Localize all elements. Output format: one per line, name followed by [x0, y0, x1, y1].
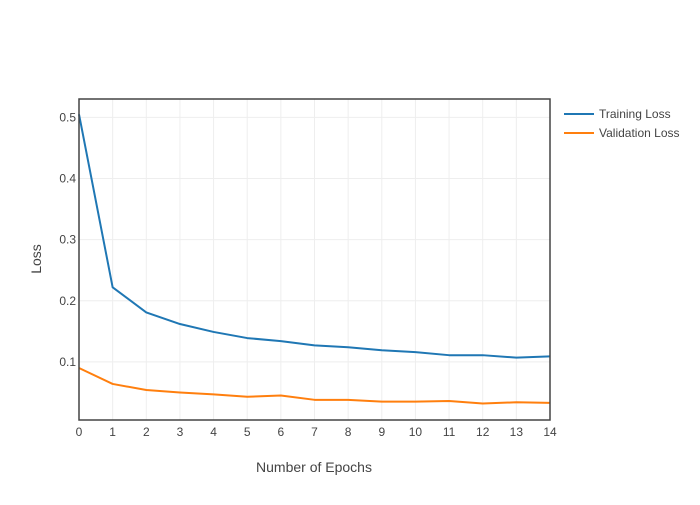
training-loss-point	[278, 339, 283, 344]
y-axis-ticks: 0.1 0.2 0.3 0.4 0.5	[59, 110, 76, 369]
validation-loss-point	[312, 397, 317, 402]
x-axis-ticks: 0 1 2 3 4 5 6 7 8 9 10 11 12 13 14	[76, 425, 557, 439]
plot-frame	[78, 98, 551, 421]
x-tick-label: 10	[409, 425, 423, 439]
x-tick-label: 13	[510, 425, 524, 439]
x-tick-label: 1	[109, 425, 116, 439]
x-tick-label: 7	[311, 425, 318, 439]
x-tick-label: 0	[76, 425, 83, 439]
validation-loss-point	[110, 381, 115, 386]
training-loss-point	[110, 285, 115, 290]
x-tick-label: 3	[177, 425, 184, 439]
x-tick-label: 9	[378, 425, 385, 439]
validation-loss-point	[514, 400, 519, 405]
x-tick-label: 2	[143, 425, 150, 439]
x-tick-label: 8	[345, 425, 352, 439]
training-loss-point	[312, 343, 317, 348]
training-loss-point	[346, 345, 351, 350]
x-tick-label: 4	[210, 425, 217, 439]
validation-loss-point	[278, 393, 283, 398]
training-loss-point	[379, 348, 384, 353]
validation-loss-point	[346, 397, 351, 402]
training-loss-line	[78, 114, 551, 359]
y-tick-label: 0.2	[59, 294, 76, 308]
validation-loss-line	[78, 367, 551, 405]
validation-loss-point	[413, 399, 418, 404]
series-layer	[78, 114, 551, 406]
y-tick-label: 0.4	[59, 171, 76, 185]
validation-loss-point	[177, 390, 182, 395]
x-tick-label: 6	[278, 425, 285, 439]
x-tick-label: 14	[543, 425, 557, 439]
y-axis-label: Loss	[28, 244, 44, 274]
legend-item-validation-loss[interactable]: Validation Loss	[564, 126, 680, 140]
validation-loss-point	[144, 388, 149, 393]
training-loss-point	[447, 353, 452, 358]
validation-loss-point	[245, 394, 250, 399]
legend[interactable]: Training Loss Validation Loss	[564, 107, 680, 140]
x-axis-label: Number of Epochs	[256, 459, 372, 475]
training-loss-point	[514, 355, 519, 360]
legend-item-training-loss[interactable]: Training Loss	[564, 107, 671, 121]
training-loss-point	[413, 350, 418, 355]
y-tick-label: 0.3	[59, 233, 76, 247]
legend-label: Training Loss	[599, 107, 671, 121]
x-tick-label: 5	[244, 425, 251, 439]
validation-loss-point	[447, 399, 452, 404]
training-loss-point	[177, 322, 182, 327]
training-loss-point	[245, 336, 250, 341]
training-loss-point	[144, 310, 149, 315]
x-tick-label: 12	[476, 425, 490, 439]
y-tick-label: 0.5	[59, 110, 76, 124]
validation-loss-point	[379, 399, 384, 404]
y-tick-label: 0.1	[59, 355, 76, 369]
training-loss-point	[211, 329, 216, 334]
x-tick-label: 11	[443, 425, 456, 439]
legend-label: Validation Loss	[599, 126, 680, 140]
validation-loss-point	[211, 392, 216, 397]
validation-loss-point	[480, 401, 485, 406]
training-loss-point	[480, 353, 485, 358]
